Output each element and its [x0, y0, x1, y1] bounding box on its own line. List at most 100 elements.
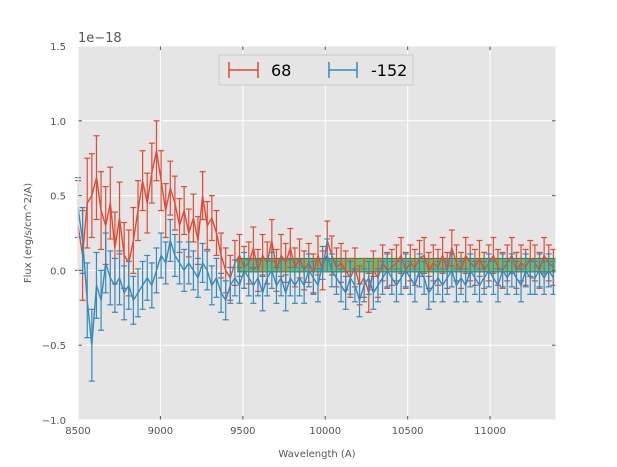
- error-bar: [241, 251, 248, 289]
- axes: 8500 9000 9500 10000 10500 11000 −1.0 −0.5 0.0 0.…: [42, 42, 557, 437]
- error-bar: [171, 233, 178, 277]
- error-bar: [536, 253, 543, 288]
- error-bar: [462, 268, 469, 303]
- error-bar: [107, 166, 114, 240]
- x-tick-label: 10000: [309, 426, 341, 437]
- error-bar: [291, 266, 298, 304]
- error-bar: [351, 268, 358, 303]
- error-bar: [121, 265, 128, 321]
- error-bar: [305, 253, 312, 288]
- error-bar: [314, 268, 321, 303]
- error-bar: [144, 172, 151, 234]
- error-bar: [134, 180, 141, 242]
- error-bar: [278, 259, 285, 297]
- error-bar: [434, 260, 441, 295]
- error-bar: [425, 275, 432, 310]
- y-tick-label: 1.0: [50, 117, 66, 128]
- error-bar: [301, 266, 308, 304]
- x-axis-label: Wavelength (A): [278, 449, 355, 460]
- error-bar: [84, 262, 91, 339]
- error-bar: [144, 254, 151, 301]
- error-bar: [361, 268, 368, 303]
- error-bar: [328, 253, 335, 288]
- error-bar: [158, 232, 165, 279]
- y-tick-label: −1.0: [42, 416, 66, 427]
- error-bar: [374, 268, 381, 303]
- error-bar: [194, 257, 201, 298]
- error-bar: [231, 259, 238, 297]
- legend-entry-68: 68: [228, 61, 291, 80]
- error-bar: [365, 260, 372, 295]
- error-bar: [218, 272, 225, 313]
- x-tick-label: 8500: [65, 426, 90, 437]
- error-bar: [310, 260, 317, 295]
- error-bar: [471, 260, 478, 295]
- series-line: [77, 207, 554, 346]
- error-bar: [550, 260, 557, 295]
- plot-background: [78, 46, 556, 420]
- error-bar: [190, 250, 197, 291]
- error-bar: [508, 253, 515, 288]
- error-bar: [148, 262, 155, 309]
- y-tick-label: −0.5: [42, 341, 66, 352]
- y-tick-label: 0.5: [50, 192, 66, 203]
- error-bar: [379, 260, 386, 295]
- error-bar: [222, 280, 229, 321]
- error-bar: [98, 269, 105, 331]
- plot-frame: [77, 45, 557, 421]
- error-bar: [116, 250, 123, 306]
- error-bar: [134, 268, 141, 318]
- error-bar: [139, 150, 146, 212]
- error-bar: [93, 251, 100, 319]
- error-bar: [139, 260, 146, 310]
- error-bar: [254, 259, 261, 297]
- error-bar: [167, 160, 174, 216]
- error-bar: [458, 260, 465, 295]
- error-bar: [162, 183, 169, 239]
- error-bar: [531, 260, 538, 295]
- error-bar: [167, 218, 174, 263]
- error-bar: [476, 268, 483, 303]
- error-bar: [430, 268, 437, 303]
- error-bar: [393, 268, 400, 303]
- legend-entry-minus-152: -152: [328, 61, 407, 80]
- error-bar: [319, 245, 326, 280]
- legend-label-minus-152: -152: [371, 61, 407, 80]
- error-bar: [338, 268, 345, 303]
- error-bar: [282, 274, 289, 312]
- legend-label-68: 68: [271, 61, 291, 80]
- error-bar: [199, 242, 206, 283]
- error-bar: [102, 232, 109, 294]
- error-bar: [499, 253, 506, 288]
- error-bar: [384, 253, 391, 288]
- error-bar: [250, 266, 257, 304]
- error-bar: [153, 120, 160, 182]
- error-bar: [490, 260, 497, 295]
- error-bar: [342, 275, 349, 310]
- error-bar: [208, 195, 215, 242]
- error-bar: [370, 275, 377, 310]
- y-tick-label: 1.5: [50, 42, 66, 53]
- error-bar: [158, 150, 165, 212]
- error-bar: [88, 308, 95, 382]
- error-bar: [388, 260, 395, 295]
- x-tick-label: 9500: [230, 426, 255, 437]
- error-bar: [84, 157, 91, 249]
- error-bar: [130, 206, 137, 274]
- error-bar: [148, 142, 155, 204]
- error-bar: [485, 253, 492, 288]
- error-bar: [88, 153, 95, 239]
- error-bar: [444, 260, 451, 295]
- error-bar: [208, 265, 215, 306]
- error-bar: [287, 259, 294, 297]
- error-bar: [448, 253, 455, 288]
- error-bar: [111, 257, 118, 313]
- error-bar: [467, 253, 474, 288]
- error-bar: [347, 260, 354, 295]
- error-bar: [504, 260, 511, 295]
- error-bar: [481, 260, 488, 295]
- error-bar: [541, 260, 548, 295]
- error-bar: [227, 266, 234, 304]
- error-bar: [245, 259, 252, 297]
